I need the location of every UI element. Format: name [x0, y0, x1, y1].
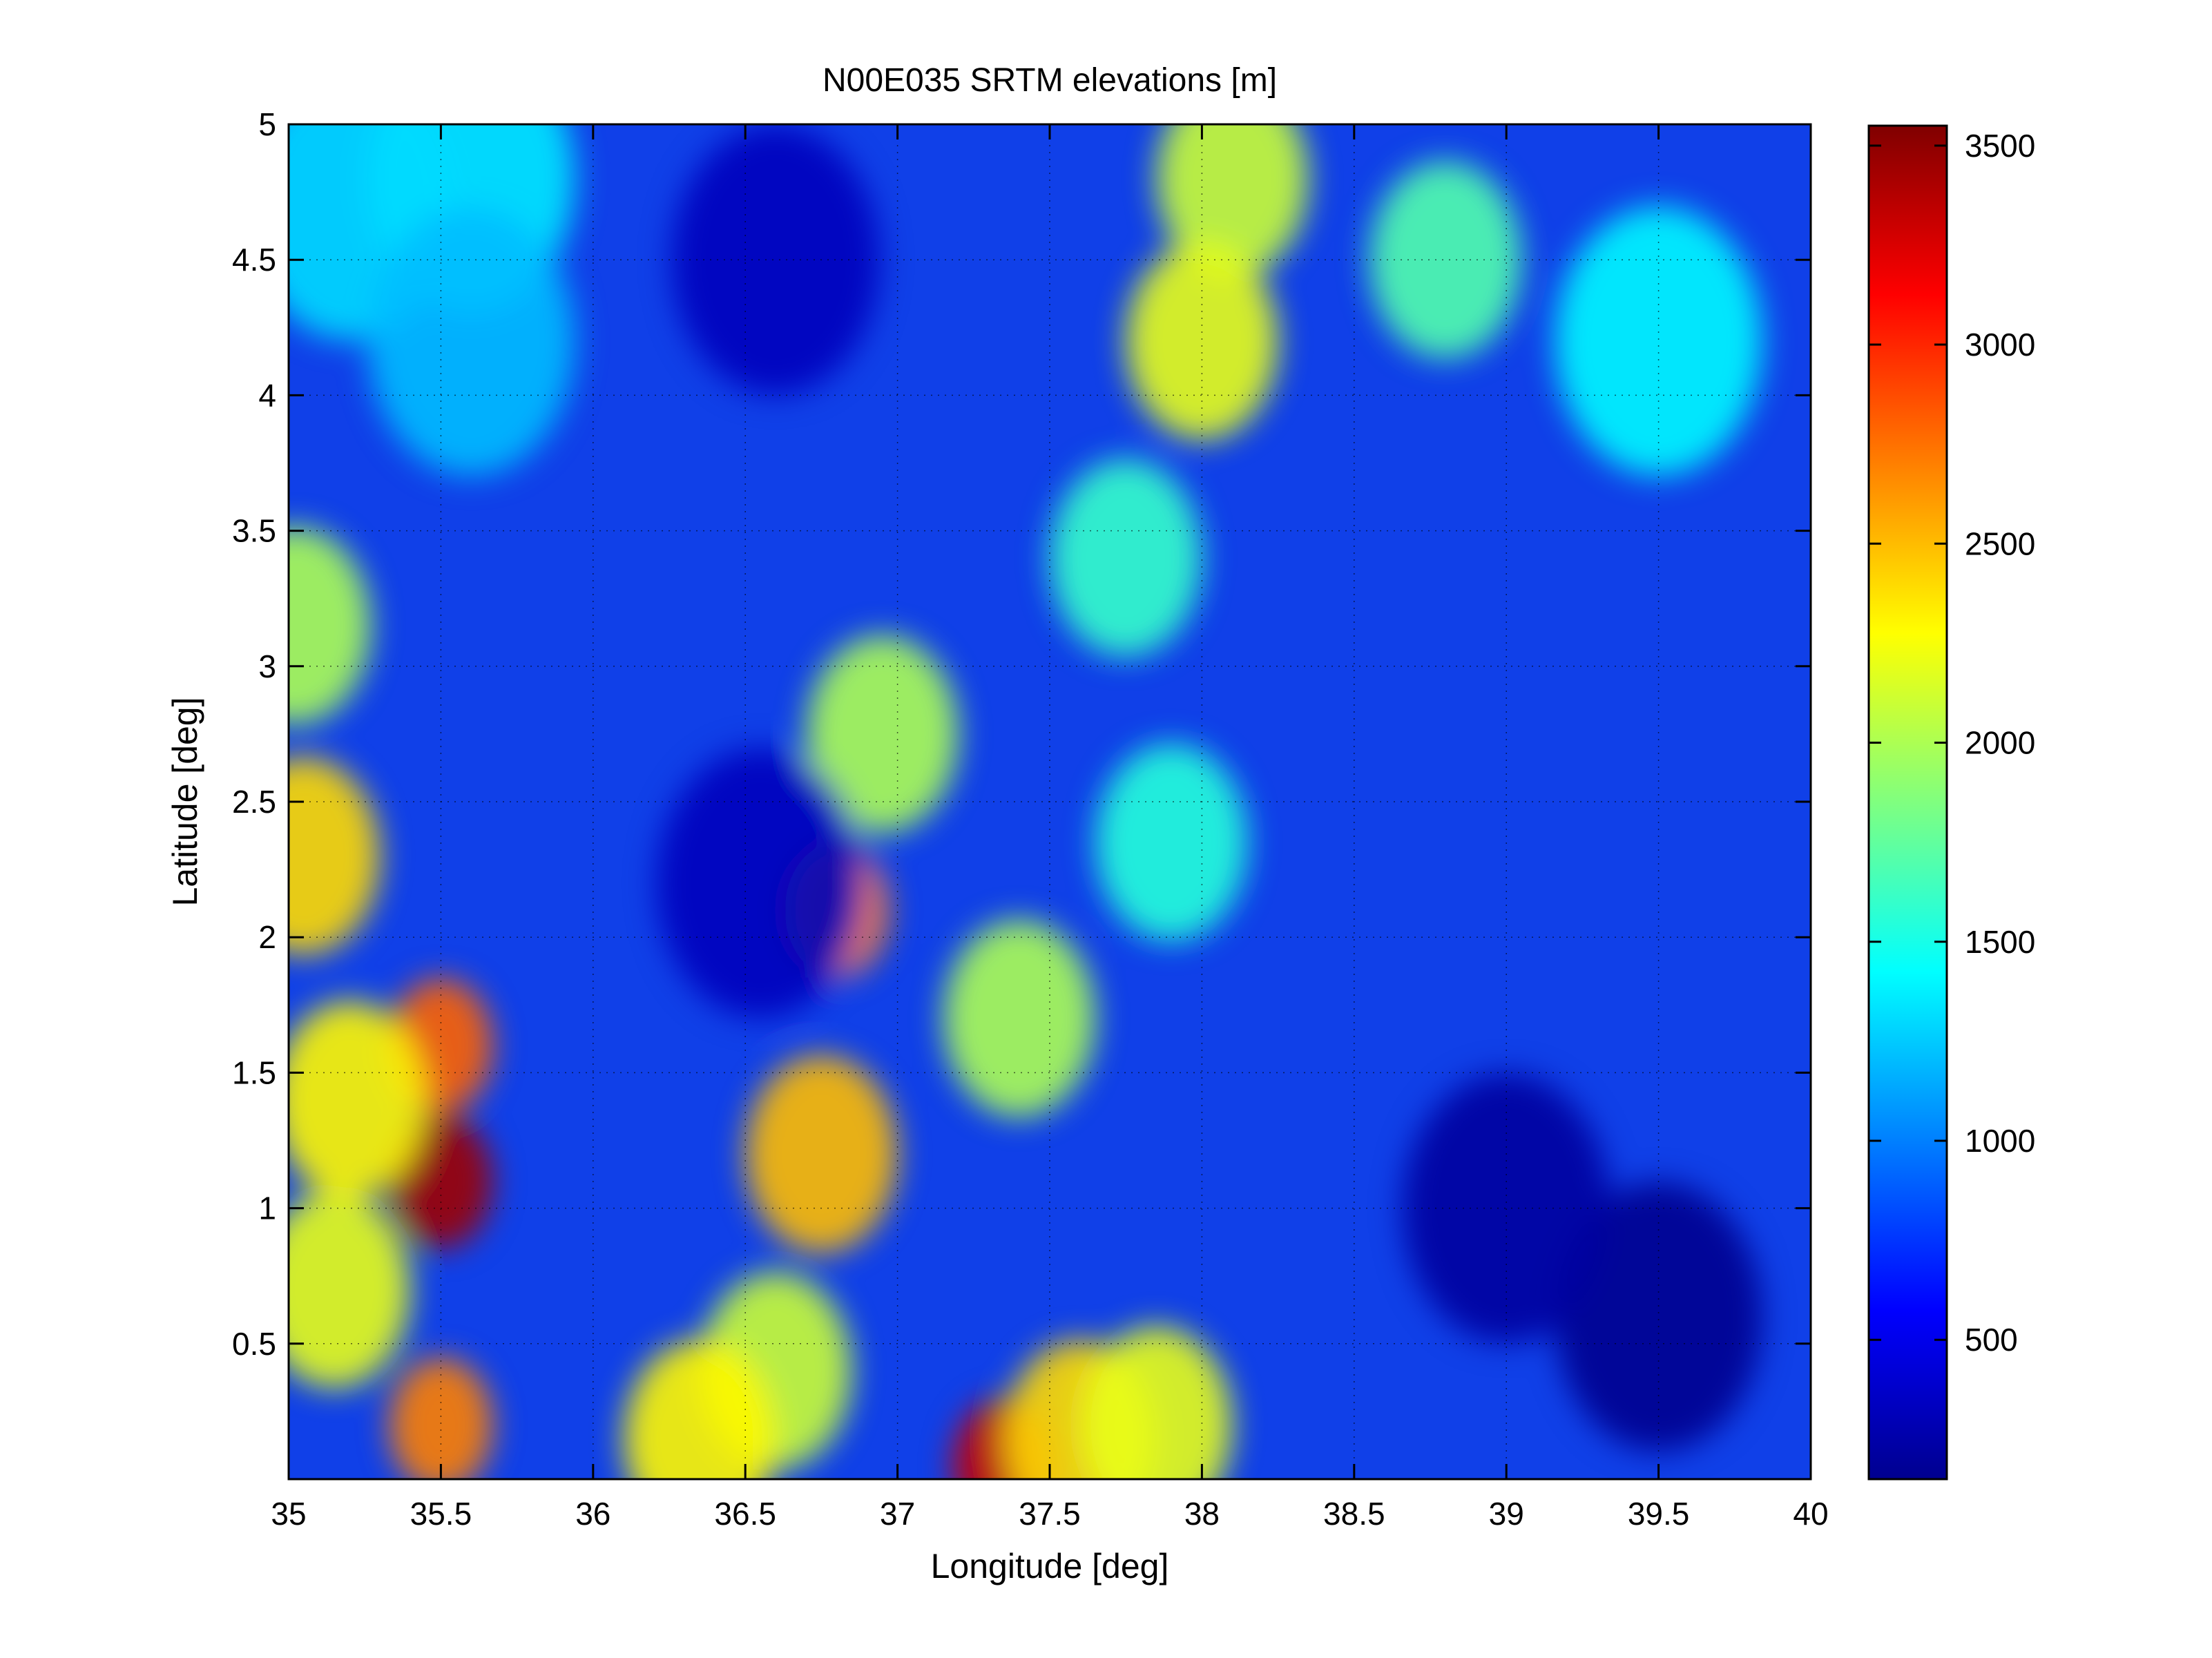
terrain-feature-21	[1555, 206, 1762, 476]
x-tick-label: 37	[880, 1496, 915, 1532]
x-tick-label: 38	[1184, 1496, 1220, 1532]
colorbar-tick-labels: 500 1000 1500 2000 2500 3000 3500	[1965, 128, 2035, 1358]
terrain-feature-26	[672, 125, 880, 395]
x-tick-label: 39.5	[1628, 1496, 1690, 1532]
y-tick-labels: 0.5 1 1.5 2 2.5 3 3.5 4 4.5 5	[232, 106, 276, 1362]
terrain-feature-20	[1369, 161, 1521, 359]
tick-marks	[287, 123, 1812, 1479]
x-tick-label: 38.5	[1323, 1496, 1385, 1532]
colorbar-tick-label: 500	[1965, 1322, 2018, 1358]
colorbar-tick-label: 1000	[1965, 1123, 2035, 1159]
terrain-feature-14	[1050, 459, 1202, 657]
x-tick-label: 36	[575, 1496, 610, 1532]
y-tick-label: 2.5	[232, 784, 276, 820]
terrain-feature-28	[1403, 1073, 1610, 1343]
y-tick-label: 2	[258, 919, 276, 955]
terrain-feature-17	[1080, 1326, 1233, 1479]
terrain-feature-6	[289, 526, 371, 724]
terrain-feature-16	[943, 919, 1095, 1117]
terrain-feature-2	[389, 1358, 493, 1479]
terrain-feature-18	[1156, 124, 1309, 278]
colorbar-tick-label: 3000	[1965, 327, 2035, 363]
x-tick-label: 37.5	[1019, 1496, 1081, 1532]
terrain-feature-27	[1555, 1182, 1762, 1452]
y-tick-label: 5	[258, 106, 276, 142]
y-tick-label: 3.5	[232, 513, 276, 549]
x-tick-label: 40	[1793, 1496, 1828, 1532]
grid-lines	[289, 124, 1811, 1479]
terrain-feature-5	[289, 757, 380, 955]
terrain-feature-7	[745, 1055, 898, 1253]
colorbar-tick-label: 1500	[1965, 924, 2035, 960]
x-tick-label: 39	[1489, 1496, 1524, 1532]
y-tick-label: 4.5	[232, 242, 276, 278]
terrain-feature-15	[1095, 743, 1248, 941]
y-tick-label: 0.5	[232, 1326, 276, 1362]
terrain-feature-3	[289, 1191, 411, 1389]
plot-area	[287, 123, 1812, 1481]
chart-title: N00E035 SRTM elevations [m]	[823, 62, 1277, 99]
x-tick-label: 36.5	[714, 1496, 776, 1532]
terrain-feature-13	[806, 635, 959, 833]
colorbar-gradient	[1867, 124, 1948, 1481]
colorbar: 500 1000 1500 2000 2500 3000 3500	[1867, 124, 2035, 1481]
y-axis-label: Latitude [deg]	[166, 697, 204, 906]
colorbar-tick-label: 2500	[1965, 526, 2035, 561]
x-tick-labels: 35 35.5 36 36.5 37 37.5 38 38.5 39 39.5 40	[271, 1496, 1828, 1532]
x-tick-label: 35	[271, 1496, 306, 1532]
terrain-layer	[289, 124, 1762, 1479]
x-axis-label: Longitude [deg]	[931, 1547, 1169, 1585]
terrain-feature-19	[1126, 242, 1278, 440]
colorbar-ticks	[1869, 144, 1947, 1341]
terrain-feature-9	[624, 1340, 776, 1479]
terrain-feature-24	[367, 206, 575, 476]
terrain-feature-25	[657, 748, 865, 1018]
y-tick-label: 4	[258, 377, 276, 413]
y-tick-label: 1.5	[232, 1054, 276, 1090]
y-tick-label: 3	[258, 648, 276, 684]
y-tick-label: 1	[258, 1191, 276, 1226]
terrain-feature-4	[289, 1001, 426, 1199]
colorbar-tick-label: 3500	[1965, 128, 2035, 164]
x-tick-label: 35.5	[410, 1496, 472, 1532]
colorbar-tick-label: 2000	[1965, 725, 2035, 761]
